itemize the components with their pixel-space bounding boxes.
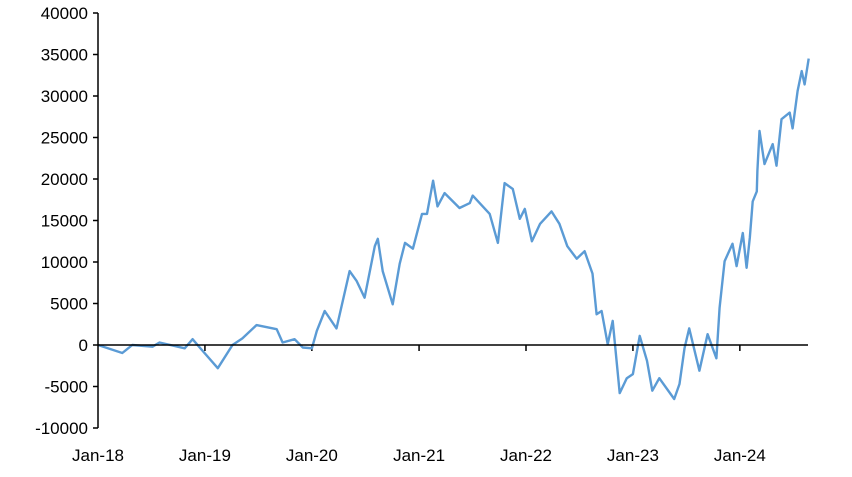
y-tick-label: 20000 — [41, 170, 88, 189]
y-tick-label: 15000 — [41, 212, 88, 231]
y-tick-label: 25000 — [41, 129, 88, 148]
y-axis-ticks: 40000 35000 30000 25000 20000 15000 10000 5000 0… — [35, 4, 98, 438]
x-tick-label: Jan-21 — [393, 446, 445, 465]
y-tick-label: 0 — [79, 336, 88, 355]
y-tick-label: 35000 — [41, 46, 88, 65]
x-tick-label: Jan-19 — [179, 446, 231, 465]
x-tick-label: Jan-23 — [607, 446, 659, 465]
x-tick-label: Jan-22 — [500, 446, 552, 465]
y-tick-label: -5000 — [45, 378, 88, 397]
y-tick-label: 5000 — [50, 295, 88, 314]
y-tick-label: -10000 — [35, 419, 88, 438]
x-axis-ticks: Jan-18 Jan-19 Jan-20 Jan-21 Jan-22 Jan-23 Jan-… — [72, 345, 766, 465]
x-tick-label: Jan-18 — [72, 446, 124, 465]
x-tick-label: Jan-24 — [714, 446, 766, 465]
x-tick-label: Jan-20 — [286, 446, 338, 465]
series-line — [97, 58, 810, 401]
y-tick-label: 40000 — [41, 4, 88, 23]
y-tick-label: 30000 — [41, 87, 88, 106]
y-tick-label: 10000 — [41, 253, 88, 272]
